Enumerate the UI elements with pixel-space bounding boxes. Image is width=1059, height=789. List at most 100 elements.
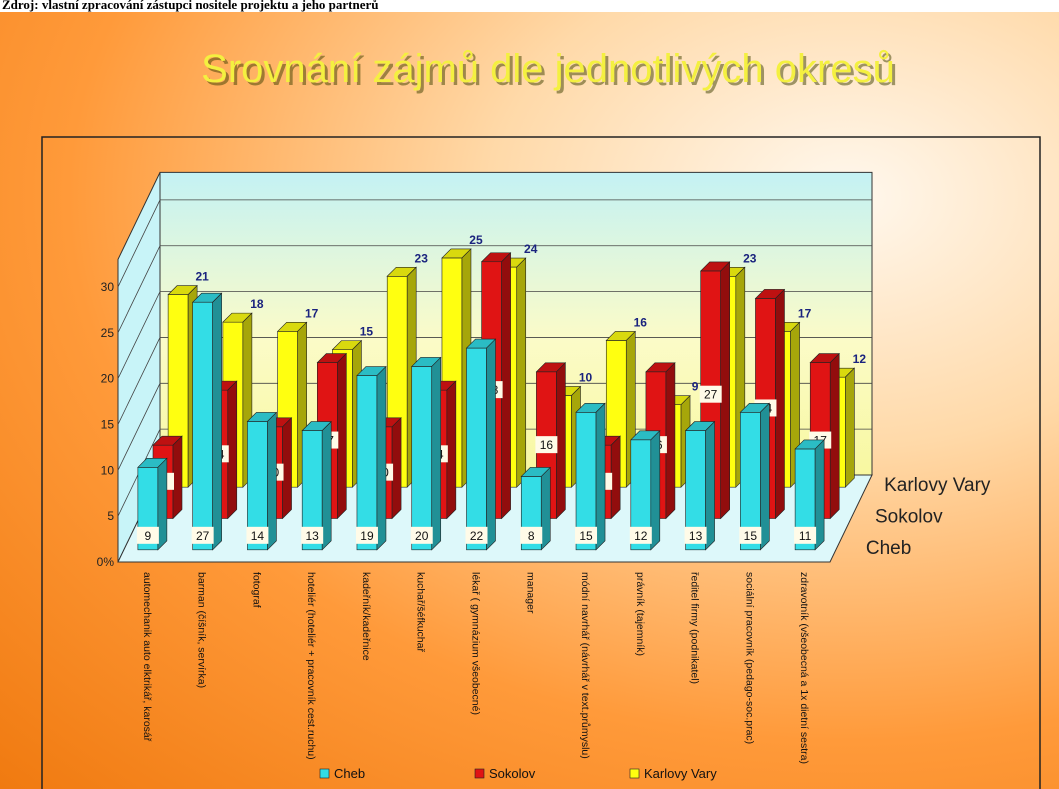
bar-front	[466, 347, 487, 551]
value-label: 13	[689, 529, 703, 543]
bar-side	[595, 402, 606, 551]
value-label: 9	[692, 380, 699, 394]
bar-side	[282, 417, 292, 520]
x-tick-label: právník (tajemník)	[634, 572, 646, 656]
bar	[794, 439, 825, 551]
bar-front	[192, 301, 213, 551]
value-label: 24	[524, 242, 538, 256]
bar-side	[321, 420, 332, 551]
x-tick-label: manager	[524, 572, 536, 614]
value-label: 17	[305, 306, 319, 320]
value-label: 14	[251, 529, 265, 543]
bar-side	[391, 417, 402, 520]
value-label: 25	[469, 233, 483, 247]
value-label: 15	[579, 529, 593, 543]
y-tick-label: 20	[101, 372, 115, 386]
x-tick-label: módní navrhář (návrhář v text.průmyslu)	[579, 572, 591, 759]
bar	[684, 420, 716, 551]
bar-side	[540, 466, 551, 551]
value-label: 15	[744, 529, 758, 543]
bar-side	[705, 420, 715, 551]
value-label: 18	[250, 297, 264, 311]
x-tick-label: zdravotník (všeobecná a 1x dietní sestra…	[798, 572, 810, 764]
y-tick-label: 25	[101, 326, 115, 340]
x-tick-label: ředitel firmy (podnikatel)	[689, 572, 701, 684]
bar-side	[760, 402, 770, 551]
legend-swatch	[319, 768, 330, 779]
bar-side	[157, 457, 168, 551]
value-label: 27	[196, 529, 210, 543]
value-label-box	[684, 526, 707, 544]
value-label-box	[794, 526, 817, 544]
value-label: 23	[743, 251, 757, 265]
depth-label: Sokolov	[875, 507, 943, 528]
bar-side	[337, 352, 347, 520]
value-label: 11	[799, 529, 812, 543]
bar-side	[516, 257, 527, 488]
chart-frame	[41, 136, 1041, 789]
bar-side	[486, 338, 496, 551]
value-label: 12	[634, 529, 648, 543]
bar	[739, 402, 771, 551]
bar-side	[556, 362, 566, 520]
x-tick-label: barman (číšník, servírka)	[196, 572, 208, 688]
grid-line	[117, 245, 872, 333]
bar-side	[610, 435, 621, 520]
chart-title: Srovnání zájmů dle jednotlivých okresů	[201, 47, 895, 91]
bar-side	[212, 292, 222, 551]
bar	[246, 411, 278, 551]
y-tick-label: 10	[101, 463, 115, 477]
x-tick-label: automechanik auto elktrikář, karosář	[141, 572, 153, 742]
legend-label: Cheb	[334, 766, 365, 781]
x-tick-label: kuchař/šéfkuchař	[415, 572, 427, 652]
value-label: 27	[704, 388, 718, 402]
legend-label: Sokolov	[489, 766, 536, 781]
x-tick-label: hoteliér (hoteliér + pracovník cest.ruch…	[305, 572, 317, 760]
bar-side	[775, 288, 785, 520]
value-label: 21	[195, 270, 209, 284]
value-label: 8	[528, 529, 535, 543]
value-label-box	[535, 436, 558, 454]
depth-label: Karlovy Vary	[884, 475, 991, 496]
value-label-box	[629, 526, 652, 544]
value-label: 23	[415, 251, 429, 265]
bar	[465, 338, 497, 551]
bar-side	[814, 439, 825, 551]
y-tick-label: 0%	[97, 555, 115, 569]
bar-front	[356, 375, 378, 551]
value-label: 10	[579, 370, 593, 384]
value-label: 9	[145, 529, 152, 543]
value-label-box	[410, 526, 433, 544]
bar	[356, 365, 387, 551]
bar	[630, 430, 661, 551]
value-label-box	[699, 385, 722, 403]
value-label-box	[136, 526, 159, 544]
bar-side	[501, 252, 511, 520]
y-tick-label: 30	[101, 280, 115, 294]
bar-side	[431, 356, 442, 551]
x-tick-label: fotograf	[250, 572, 262, 608]
value-label-box	[465, 526, 488, 544]
bar-side	[845, 367, 855, 488]
source-strip	[0, 0, 1059, 12]
value-label: 16	[634, 315, 648, 329]
bar	[575, 402, 606, 551]
source: Zdroj: vlastní zpracování zástupci nosit…	[2, 0, 379, 12]
value-label: 22	[470, 529, 484, 543]
value-label: 12	[853, 352, 867, 366]
y-tick-label: 5	[107, 509, 114, 523]
bar	[301, 420, 332, 551]
bar	[191, 292, 223, 551]
legend-swatch	[474, 768, 485, 779]
bar	[411, 356, 442, 551]
depth-label: Cheb	[866, 538, 911, 559]
value-label-box	[191, 526, 214, 544]
bar-side	[829, 352, 840, 520]
value-label-box	[739, 526, 762, 544]
value-label: 16	[540, 438, 554, 452]
value-label-box	[575, 526, 598, 544]
value-label-box	[301, 526, 324, 544]
value-label-box	[355, 526, 378, 544]
